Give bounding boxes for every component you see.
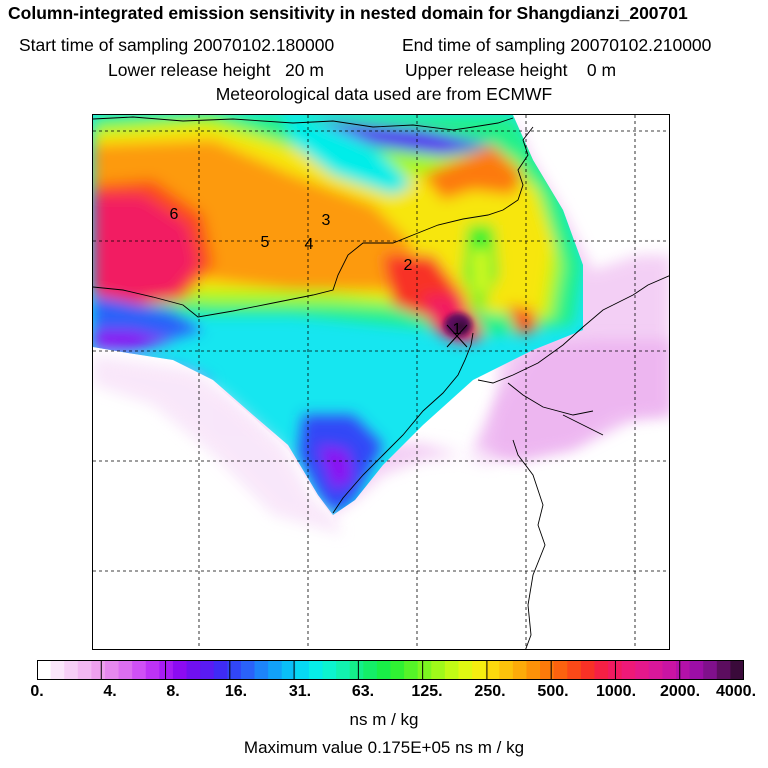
- color-scale-tick-labels: 0. 4. 8. 16. 31. 63. 125. 250. 500. 1000…: [0, 683, 768, 705]
- color-scale-cell: [730, 660, 744, 680]
- color-scale-cell: [254, 660, 269, 680]
- color-scale-cell: [50, 660, 65, 680]
- position-label-6: 6: [170, 206, 179, 223]
- color-scale-cell: [512, 660, 528, 680]
- color-scale-cell: [635, 660, 650, 680]
- color-scale-cell: [213, 660, 228, 680]
- color-scale-cell: [227, 660, 242, 680]
- color-scale-bar: [37, 660, 744, 680]
- color-scale-cell: [540, 660, 555, 680]
- color-scale-cell: [186, 660, 201, 680]
- tick-label-8: 8.: [166, 683, 180, 700]
- tick-label-1000: 1000.: [595, 683, 637, 700]
- met-data-text: Meteorological data used are from ECMWF: [215, 84, 553, 104]
- color-scale-cell: [295, 660, 310, 680]
- maximum-value-text: Maximum value 0.175E+05 ns m / kg: [243, 738, 525, 757]
- graticule: [93, 115, 669, 649]
- color-scale-frame: [37, 660, 744, 680]
- color-scale-cell: [200, 660, 215, 680]
- position-label-4: 4: [305, 236, 314, 253]
- position-label-2: 2: [404, 257, 413, 274]
- color-scale-cell: [716, 660, 732, 680]
- emission-sensitivity-map: 1 2 3 4 5 6: [92, 114, 670, 650]
- color-scale-cell: [268, 660, 283, 680]
- color-scale-cell: [431, 660, 446, 680]
- color-scale-cell: [281, 660, 296, 680]
- color-scale-cell: [594, 660, 609, 680]
- color-scale-cell: [363, 660, 378, 680]
- tick-label-4: 4.: [103, 683, 117, 700]
- color-scale-cell: [240, 660, 256, 680]
- color-scale-cell: [703, 660, 718, 680]
- color-scale-cell: [648, 660, 664, 680]
- color-scale-cell: [444, 660, 460, 680]
- color-scale-cell: [349, 660, 364, 680]
- tick-label-4000: 4000.: [715, 683, 757, 700]
- tick-label-31: 31.: [288, 683, 312, 700]
- color-scale-cell: [567, 660, 582, 680]
- color-scale-cell: [485, 660, 500, 680]
- figure-title: Column-integrated emission sensitivity i…: [8, 3, 688, 23]
- upper-release-height-text: Upper release height 0 m: [405, 60, 617, 80]
- color-scale-cell: [308, 660, 324, 680]
- tick-label-125: 125.: [411, 683, 443, 700]
- color-scale-cell: [145, 660, 160, 680]
- coastlines-borders: [93, 116, 669, 649]
- numbered-position-labels: 1 2 3 4 5 6: [170, 206, 468, 348]
- color-scale-units: ns m / kg: [349, 710, 419, 729]
- color-scale-cell: [64, 660, 79, 680]
- color-scale-cell: [499, 660, 514, 680]
- color-scale-cell: [580, 660, 596, 680]
- color-scale-cell: [118, 660, 133, 680]
- color-scale-cell: [472, 660, 487, 680]
- start-time-text: Start time of sampling 20070102.180000: [19, 35, 335, 55]
- unsampled-area: [93, 353, 343, 649]
- station-marker-line-b: [446, 324, 468, 348]
- color-scale-cell: [77, 660, 92, 680]
- tick-label-16: 16.: [224, 683, 248, 700]
- position-label-3: 3: [322, 212, 331, 229]
- tick-label-0: 0.: [30, 683, 44, 700]
- end-time-text: End time of sampling 20070102.210000: [402, 35, 712, 55]
- tick-label-250: 250.: [474, 683, 506, 700]
- color-scale-cell: [132, 660, 147, 680]
- color-scale-cell: [159, 660, 174, 680]
- position-label-5: 5: [261, 234, 270, 251]
- lower-release-height-text: Lower release height 20 m: [108, 60, 324, 80]
- color-scale-cell: [336, 660, 351, 680]
- color-scale-cell: [322, 660, 337, 680]
- color-scale-cell: [553, 660, 568, 680]
- color-scale-cell: [404, 660, 419, 680]
- position-label-1: 1: [453, 321, 462, 338]
- color-scale-cell: [417, 660, 432, 680]
- color-scale-cell: [526, 660, 541, 680]
- color-scale-cell: [91, 660, 106, 680]
- color-scale-cell: [390, 660, 405, 680]
- tick-label-2000: 2000.: [659, 683, 701, 700]
- color-scale-cell: [676, 660, 691, 680]
- color-scale-cell: [376, 660, 392, 680]
- tick-label-500: 500.: [537, 683, 569, 700]
- color-scale-cell: [662, 660, 677, 680]
- color-scale-cell: [172, 660, 188, 680]
- color-scale-cell: [458, 660, 473, 680]
- color-scale-cell: [37, 660, 52, 680]
- color-scale-cell: [689, 660, 704, 680]
- tick-label-63: 63.: [351, 683, 375, 700]
- color-scale-cell: [621, 660, 636, 680]
- color-scale-cell: [104, 660, 120, 680]
